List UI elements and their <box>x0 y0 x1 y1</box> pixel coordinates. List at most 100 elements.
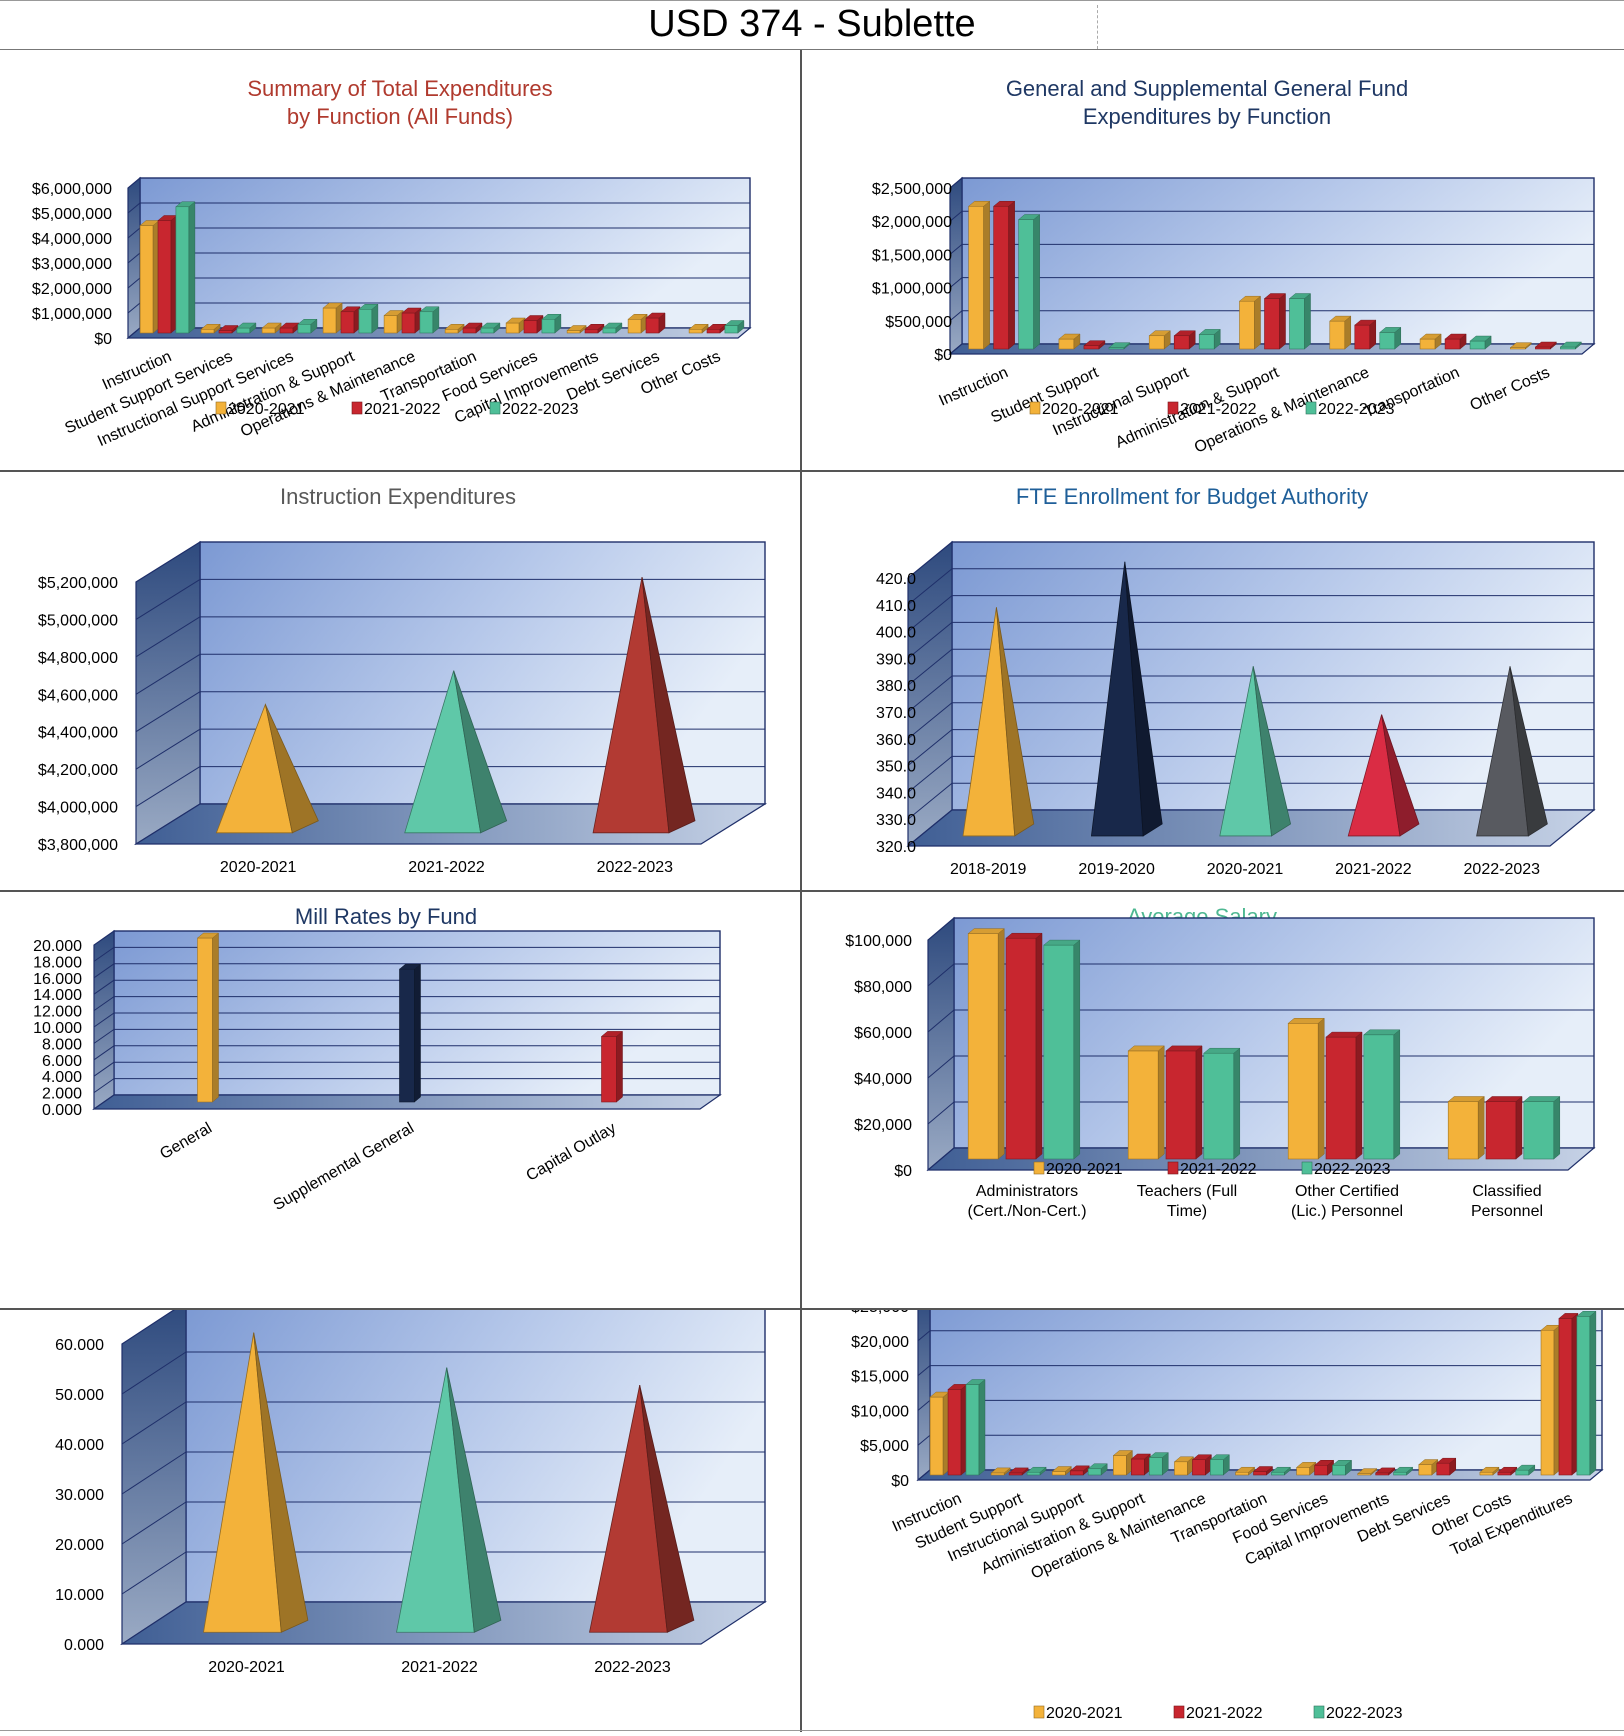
bar-operations-maintenance-2022-2023 <box>1379 326 1402 350</box>
x-tick-label: 2020-2021 <box>208 1659 285 1676</box>
bar-instructional-support-services-2021-2022 <box>279 322 300 334</box>
bar-top <box>401 307 422 314</box>
chart-title-line: Instruction Expenditures <box>280 484 516 509</box>
chart-legend: 2020-2021 2021-2022 2022-2023 <box>1033 1161 1391 1178</box>
gridline-side <box>135 579 201 620</box>
bar-top <box>1374 1467 1396 1474</box>
legend-item-2020-2021: 2020-2021 <box>215 401 305 418</box>
bar-top <box>1479 1466 1500 1473</box>
bar-front <box>1198 334 1215 350</box>
y-tick-label: 20.000 <box>55 1537 104 1554</box>
bar-classified-personnel-2021-2022 <box>1485 1095 1523 1160</box>
legend-item-2020-2021: 2020-2021 <box>1033 1161 1123 1178</box>
bar-front <box>993 205 1009 350</box>
chart-svg: Total USD Mill Rate0.00010.00020.00030.0… <box>55 1310 768 1676</box>
legend-swatch <box>1305 401 1317 415</box>
bar-instructional-support-2021-2022 <box>1173 330 1196 350</box>
bar-top <box>200 324 221 330</box>
bar-front <box>601 1036 617 1103</box>
bar-other-costs-2020-2021 <box>1509 342 1533 350</box>
chart-title: Mill Rates by Fund <box>295 904 477 929</box>
x-tick-label: 2022-2023 <box>594 1659 671 1676</box>
bar-transportation-2022-2023 <box>1270 1466 1292 1476</box>
bar-front <box>419 311 434 334</box>
bar-front <box>1005 937 1037 1160</box>
gridline-side <box>121 1501 187 1545</box>
bar-front <box>200 328 215 334</box>
y-tick-label: $4,800,000 <box>38 650 118 667</box>
grid-divider-row-3 <box>0 1308 1624 1310</box>
gridline-side <box>907 568 953 606</box>
legend-label: 2021-2022 <box>1180 401 1257 418</box>
bar-student-support-services-2022-2023 <box>236 322 257 334</box>
bar-front <box>724 325 739 334</box>
y-tick-label: $2,500,000 <box>872 181 952 198</box>
bar-side <box>616 1030 623 1103</box>
bar-front <box>1375 1472 1389 1476</box>
bar-front <box>1436 1462 1451 1476</box>
bar-administration-support-2021-2022 <box>1263 293 1287 350</box>
x-tick-label: Personnel <box>1471 1203 1543 1220</box>
grid-divider-row-1 <box>0 470 1624 472</box>
y-tick-label: 4.000 <box>42 1069 82 1086</box>
y-tick-label: $1,500,000 <box>872 247 952 264</box>
gridline-side <box>907 729 953 766</box>
bar-top <box>297 319 318 325</box>
bar-front <box>480 327 495 334</box>
pyramid-side <box>446 1367 502 1633</box>
bar-front <box>602 327 617 334</box>
legend-item-2021-2022: 2021-2022 <box>1173 1705 1263 1722</box>
x-tick-label: Classified <box>1472 1183 1541 1200</box>
y-tick-label: $2,000,000 <box>32 281 112 298</box>
bar-front <box>1363 1034 1395 1160</box>
pyramid-2021-2022 <box>396 1367 502 1633</box>
bar-front <box>1165 1050 1197 1160</box>
bar-transportation-2022-2023 <box>1469 335 1492 350</box>
y-tick-label: $20,000 <box>851 1334 909 1351</box>
bar-capital-improvements-2021-2022 <box>584 323 605 334</box>
y-tick-label: $10,000 <box>851 1403 909 1420</box>
bar-front <box>236 327 251 334</box>
bar-front <box>1469 340 1486 350</box>
legend-item-2021-2022: 2021-2022 <box>351 401 441 418</box>
y-tick-label: $1,000,000 <box>32 306 112 323</box>
y-tick-label: 30.000 <box>55 1487 104 1504</box>
bar-instruction-2020-2021 <box>929 1391 950 1476</box>
bar-front <box>929 1396 944 1476</box>
x-tick-label: 2022-2023 <box>1464 861 1541 878</box>
bar-top <box>1108 342 1131 348</box>
bar-front <box>645 317 660 334</box>
x-tick-label: Supplemental General <box>271 1120 417 1214</box>
bar-front <box>157 220 172 334</box>
bar-front <box>1174 1461 1188 1476</box>
chart-title: Instruction Expenditures <box>280 484 516 509</box>
bar-other-certified-lic-personnel-2021-2022 <box>1325 1031 1363 1160</box>
pyramid-side <box>1124 561 1163 837</box>
y-tick-label: $0 <box>894 1163 912 1180</box>
bar-side <box>1033 213 1040 350</box>
x-tick-label: Time) <box>1167 1203 1207 1220</box>
y-tick-label: $4,200,000 <box>38 762 118 779</box>
bar-top <box>1418 1459 1439 1465</box>
bar-front <box>965 1384 980 1476</box>
bar-top <box>1148 330 1171 336</box>
y-tick-label: 390.0 <box>876 651 916 668</box>
bar-front <box>1210 1459 1224 1476</box>
gridline-side <box>121 1551 187 1595</box>
bar-front <box>1043 944 1075 1160</box>
bar-teachers-full-time-2020-2021 <box>1127 1045 1165 1160</box>
chart-side-wall <box>121 1310 187 1646</box>
y-tick-label: $5,200,000 <box>38 575 118 592</box>
bar-debt-services-2021-2022 <box>1436 1457 1457 1476</box>
bar-other-certified-lic-personnel-2022-2023 <box>1363 1029 1401 1160</box>
legend-item-2022-2023: 2022-2023 <box>1313 1705 1403 1722</box>
bar-transportation-2020-2021 <box>1234 1466 1256 1476</box>
bar-side <box>1157 1045 1165 1160</box>
bar-top <box>1026 1466 1047 1473</box>
gridline-side <box>93 1045 115 1061</box>
bar-front <box>1444 338 1461 350</box>
bar-instruction-2020-2021 <box>139 219 160 334</box>
bar-capital-improvements-2022-2023 <box>602 322 623 334</box>
x-tick-label: 2020-2021 <box>220 859 297 876</box>
bar-instructional-support-2022-2023 <box>1198 328 1221 350</box>
